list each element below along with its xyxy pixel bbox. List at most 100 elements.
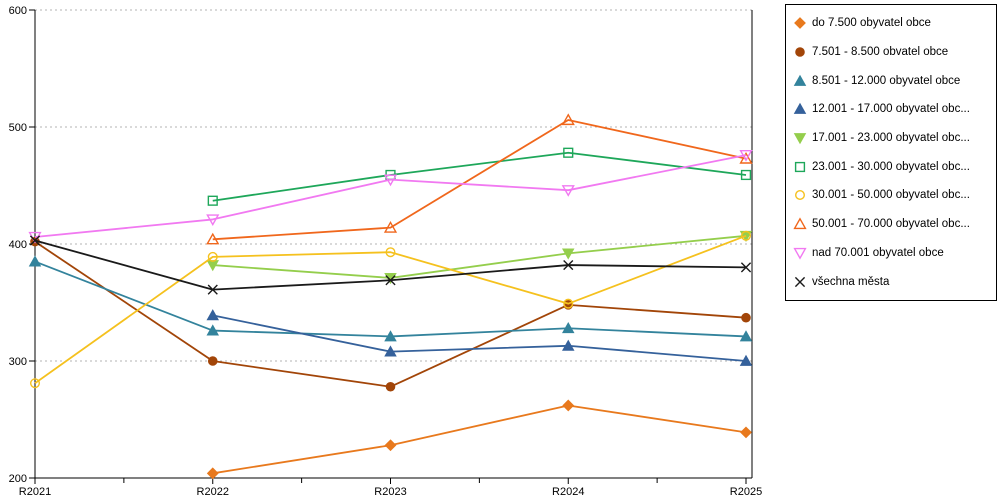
x-axis-tick-label: R2023 bbox=[374, 486, 406, 498]
square-marker bbox=[207, 195, 218, 206]
y-axis-tick-label: 300 bbox=[9, 356, 27, 368]
legend-marker-icon bbox=[794, 276, 806, 287]
circle-marker bbox=[207, 356, 218, 366]
circle-marker bbox=[741, 312, 751, 323]
x-marker bbox=[563, 259, 574, 271]
series-9 bbox=[29, 235, 752, 295]
legend-label: nad 70.001 obyvatel obce bbox=[812, 246, 944, 259]
legend-item-4: 17.001 - 23.000 obyvatel obc... bbox=[793, 131, 994, 145]
triangle-down-marker bbox=[561, 185, 575, 197]
legend-marker-icon bbox=[793, 217, 807, 230]
square-marker bbox=[740, 169, 752, 181]
triangle-up-marker bbox=[739, 151, 753, 164]
legend-item-5: 23.001 - 30.000 obyvatel obc... bbox=[793, 160, 994, 174]
legend-label: 12.001 - 17.000 obyvatel obc... bbox=[812, 103, 970, 116]
legend-item-8: nad 70.001 obyvatel obce bbox=[793, 246, 994, 260]
legend-label: 7.501 - 8.500 obvatel obce bbox=[812, 46, 949, 59]
triangle-down-marker bbox=[561, 248, 575, 260]
circle-marker bbox=[385, 381, 396, 392]
series-line bbox=[34, 240, 747, 388]
triangle-up-marker bbox=[561, 339, 575, 351]
legend-label: 8.501 - 12.000 obyvatel obce bbox=[812, 74, 961, 87]
series-line bbox=[34, 234, 747, 384]
series-line bbox=[212, 151, 747, 202]
triangle-up-marker bbox=[206, 309, 220, 321]
legend-item-1: 7.501 - 8.500 obvatel obce bbox=[793, 45, 994, 59]
triangle-up-marker bbox=[384, 330, 397, 342]
circle-marker bbox=[563, 298, 574, 309]
circle-marker bbox=[794, 190, 806, 201]
x-axis-tick-label: R2021 bbox=[19, 486, 51, 498]
series-line bbox=[34, 154, 747, 238]
triangle-up-marker bbox=[793, 103, 807, 115]
y-axis-tick-label: 200 bbox=[9, 473, 27, 485]
series-7 bbox=[206, 113, 753, 245]
triangle-down-marker bbox=[206, 214, 220, 227]
triangle-up-marker bbox=[561, 322, 575, 334]
chart-legend: do 7.500 obyvatel obce 7.501 - 8.500 obva… bbox=[785, 4, 997, 301]
diamond-marker bbox=[562, 399, 575, 412]
legend-item-7: 50.001 - 70.000 obyvatel obc... bbox=[793, 217, 994, 231]
x-axis-tick-label: R2025 bbox=[730, 486, 762, 498]
legend-marker-icon bbox=[793, 74, 807, 86]
series-line bbox=[212, 234, 747, 279]
triangle-up-marker bbox=[793, 217, 807, 230]
legend-marker-icon bbox=[795, 47, 805, 57]
series-0 bbox=[206, 399, 752, 480]
legend-marker-icon bbox=[794, 161, 806, 172]
triangle-down-marker bbox=[793, 247, 807, 260]
diamond-marker bbox=[794, 17, 806, 30]
y-axis-tick-label: 500 bbox=[9, 122, 27, 134]
legend-marker-icon bbox=[793, 247, 807, 260]
triangle-down-marker bbox=[739, 149, 753, 162]
x-marker bbox=[794, 276, 806, 287]
triangle-up-marker bbox=[384, 345, 397, 357]
legend-marker-icon bbox=[794, 190, 806, 201]
legend-item-3: 12.001 - 17.000 obyvatel obc... bbox=[793, 102, 994, 116]
square-marker bbox=[794, 161, 806, 172]
axes: 200 300 400 500 600 R2021 R2022 R2023 R2024 R2025 bbox=[9, 5, 763, 498]
triangle-up-marker bbox=[28, 255, 42, 267]
diamond-marker bbox=[384, 439, 397, 452]
triangle-up-marker bbox=[206, 324, 220, 336]
legend-item-2: 8.501 - 12.000 obyvatel obce bbox=[793, 74, 994, 88]
series-line bbox=[212, 314, 747, 362]
triangle-up-marker bbox=[206, 232, 220, 245]
diamond-marker bbox=[206, 467, 219, 480]
legend-marker-icon bbox=[793, 133, 807, 145]
series-2 bbox=[28, 255, 753, 342]
series-8 bbox=[28, 149, 753, 244]
circle-marker bbox=[741, 230, 752, 241]
series-6 bbox=[30, 230, 752, 389]
series-4 bbox=[206, 230, 753, 285]
triangle-down-marker bbox=[383, 174, 398, 187]
legend-label: všechna města bbox=[812, 275, 890, 288]
triangle-up-marker bbox=[739, 354, 753, 366]
circle-marker bbox=[30, 378, 41, 389]
y-axis-tick-label: 600 bbox=[9, 5, 27, 17]
x-axis-tick-label: R2022 bbox=[197, 486, 229, 498]
gridlines bbox=[35, 9, 752, 362]
triangle-up-marker bbox=[561, 113, 575, 126]
square-marker bbox=[563, 147, 574, 158]
legend-label: 17.001 - 23.000 obyvatel obc... bbox=[812, 132, 970, 145]
series-1 bbox=[30, 236, 751, 392]
legend-label: 30.001 - 50.000 obyvatel obc... bbox=[812, 189, 970, 202]
legend-marker-icon bbox=[793, 103, 807, 115]
series-line bbox=[34, 260, 747, 338]
y-axis-tick-label: 400 bbox=[9, 239, 27, 251]
diamond-marker bbox=[740, 426, 752, 439]
triangle-down-marker bbox=[793, 133, 807, 145]
series-5 bbox=[207, 147, 752, 206]
triangle-up-marker bbox=[739, 330, 753, 342]
circle-marker bbox=[207, 251, 218, 262]
legend-label: 50.001 - 70.000 obyvatel obc... bbox=[812, 218, 970, 231]
triangle-up-marker bbox=[383, 220, 398, 233]
legend-label: do 7.500 obyvatel obce bbox=[812, 17, 931, 30]
x-axis-tick-label: R2024 bbox=[552, 486, 584, 498]
x-marker bbox=[385, 275, 396, 286]
circle-marker bbox=[385, 247, 396, 258]
circle-marker bbox=[795, 47, 805, 57]
